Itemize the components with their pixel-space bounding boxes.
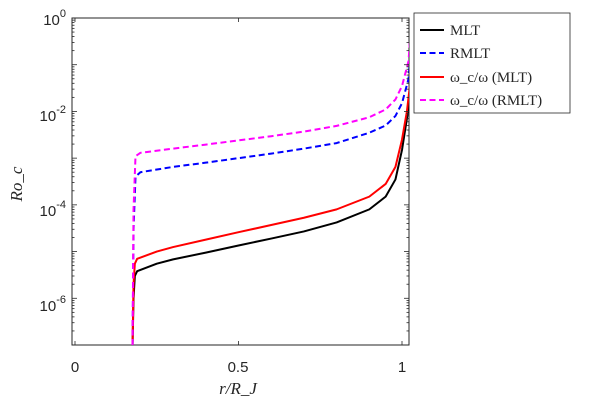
y-axis-label: Ro_c	[7, 166, 26, 202]
series-line	[131, 94, 409, 345]
series-line	[131, 58, 409, 345]
legend-entry: MLT	[450, 23, 480, 39]
legend-entry: RMLT	[450, 46, 490, 62]
x-tick-label: 0	[71, 359, 79, 376]
legend: MLT RMLT ω_c/ω (MLT) ω_c/ω (RMLT)	[413, 12, 571, 114]
axis-ticks	[72, 17, 409, 346]
x-tick-label: 0.5	[228, 359, 249, 376]
y-tick-label: 10-4	[40, 199, 66, 220]
series-lines	[131, 39, 409, 345]
y-tick-label: 10-6	[40, 294, 66, 315]
legend-entry: ω_c/ω (MLT)	[450, 70, 532, 86]
x-tick-label: 1	[398, 359, 406, 376]
y-tick-label: 10-2	[40, 104, 66, 125]
legend-entry: ω_c/ω (RMLT)	[450, 93, 542, 109]
series-line	[131, 84, 409, 345]
x-axis-label: r/R_J	[219, 379, 258, 398]
series-line	[131, 39, 409, 345]
plot-frame	[71, 17, 410, 346]
y-tick-label: 100	[43, 8, 66, 29]
